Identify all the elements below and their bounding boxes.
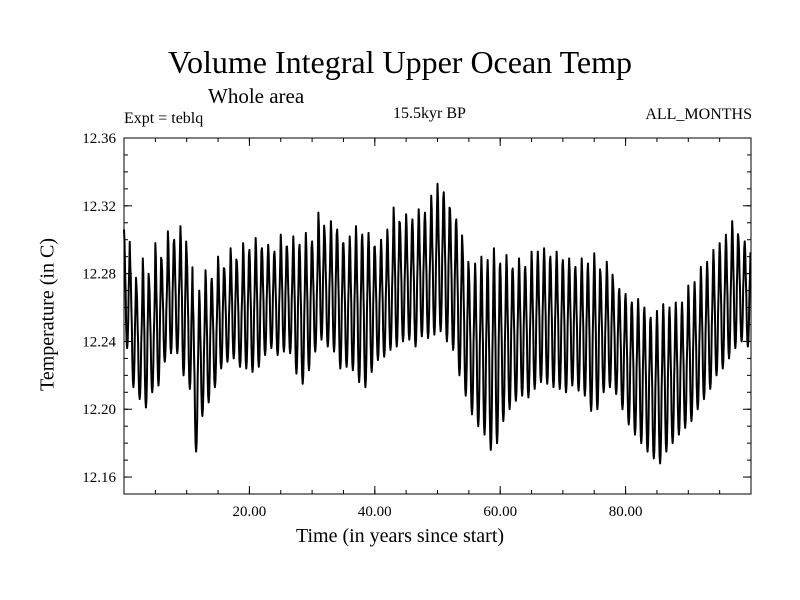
y-tick-label: 12.32 bbox=[82, 199, 116, 215]
y-tick-label: 12.20 bbox=[82, 402, 116, 418]
x-axis-label: Time (in years since start) bbox=[295, 525, 505, 547]
y-tick-label: 12.16 bbox=[82, 470, 116, 486]
experiment-label: Expt = teblq bbox=[124, 110, 204, 127]
y-tick-label: 12.24 bbox=[82, 334, 116, 350]
x-tick-label: 40.00 bbox=[358, 504, 392, 520]
chart-subtitle: Whole area bbox=[208, 84, 305, 108]
series-line bbox=[123, 182, 752, 465]
tick-group bbox=[124, 137, 751, 495]
x-tick-label: 20.00 bbox=[233, 504, 267, 520]
chart-title: Volume Integral Upper Ocean Temp bbox=[168, 44, 632, 80]
x-tick-label: 80.00 bbox=[609, 504, 643, 520]
period-label: 15.5kyr BP bbox=[393, 105, 466, 122]
y-tick-label: 12.36 bbox=[82, 131, 116, 147]
x-tick-label: 60.00 bbox=[483, 504, 517, 520]
tick-label-group: 12.16 12.20 12.24 12.28 12.32 12.36 20.00 40.00… bbox=[82, 131, 642, 520]
months-label: ALL_MONTHS bbox=[645, 106, 752, 123]
y-tick-label: 12.28 bbox=[82, 267, 116, 283]
